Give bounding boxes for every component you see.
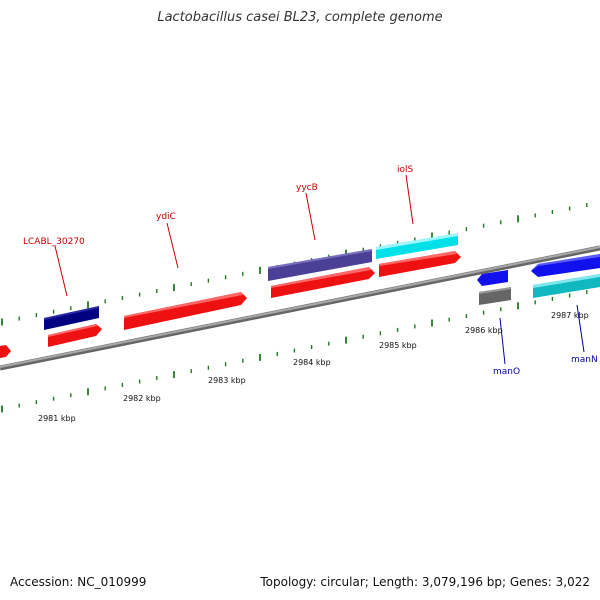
topology-summary: Topology: circular; Length: 3,079,196 bp…	[260, 575, 590, 589]
gene-label-mano: manO	[493, 367, 520, 377]
gene-label-iols: iolS	[397, 165, 414, 175]
gene-feature-iols[interactable]	[376, 233, 461, 277]
tick-label-2986: 2986 kbp	[465, 326, 503, 335]
tick-label-2983: 2983 kbp	[208, 376, 246, 385]
tick-label-2982: 2982 kbp	[123, 394, 161, 403]
gene-feature-lcabl-30270[interactable]	[44, 306, 102, 347]
gene-label-lcabl-30270: LCABL_30270	[23, 237, 85, 247]
gene-feature-mann[interactable]	[531, 254, 600, 298]
leader-lines	[54, 174, 585, 365]
genome-backbone	[0, 245, 600, 371]
gene-feature-mano[interactable]	[477, 270, 511, 305]
tick-label-2984: 2984 kbp	[293, 358, 331, 367]
gene-feature-yycb[interactable]	[268, 249, 375, 298]
tick-label-2981: 2981 kbp	[38, 414, 76, 423]
gene-label-yycb: yycB	[296, 183, 318, 193]
gene-feature-left-edge[interactable]	[0, 345, 11, 358]
gene-feature-ydic[interactable]	[124, 292, 247, 330]
tick-label-2987: 2987 kbp	[551, 311, 589, 320]
tick-label-2985: 2985 kbp	[379, 341, 417, 350]
gene-label-ydic: ydiC	[156, 212, 176, 222]
tick-row-lower	[1, 290, 588, 413]
gene-label-mann: manN	[571, 355, 598, 365]
accession-label: Accession: NC_010999	[10, 575, 147, 589]
map-title: Lactobacillus casei BL23, complete genom…	[157, 10, 443, 25]
